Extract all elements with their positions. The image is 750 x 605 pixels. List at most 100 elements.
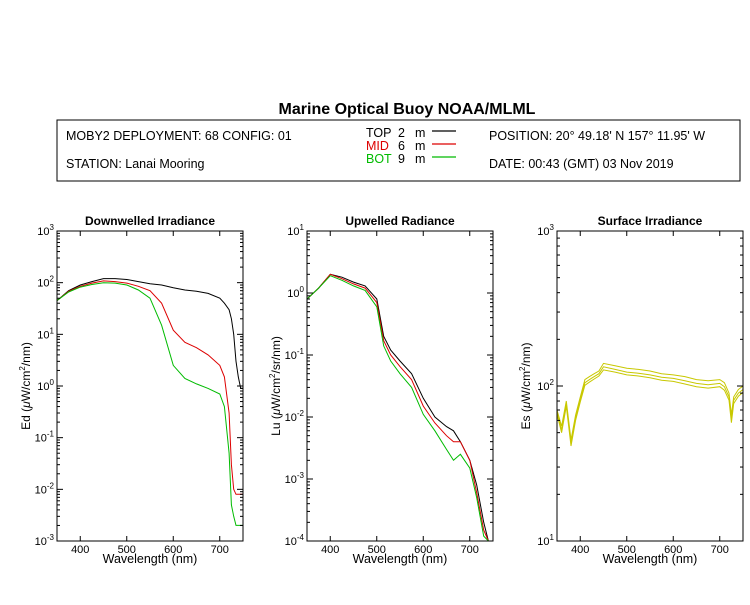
station-text: STATION: Lanai Mooring bbox=[66, 157, 205, 171]
y-label-mu: μ bbox=[19, 401, 33, 409]
legend-top-depth: 2 bbox=[398, 126, 405, 140]
y-tick-label: 101 bbox=[37, 326, 54, 341]
y-tick-label: 10-4 bbox=[285, 533, 305, 548]
y-tick-label: 10-1 bbox=[35, 430, 55, 445]
x-tick-label: 700 bbox=[711, 544, 729, 556]
y-tick-exponent: 3 bbox=[50, 223, 55, 232]
x-tick-label: 700 bbox=[461, 544, 479, 556]
x-tick-label: 600 bbox=[664, 544, 682, 556]
y-tick-base: 10 bbox=[37, 381, 49, 393]
y-label-part: /nm) bbox=[19, 342, 33, 366]
series-line-mid bbox=[307, 273, 493, 541]
y-label-part: Es ( bbox=[519, 408, 533, 429]
y-tick-label: 10-3 bbox=[35, 533, 55, 548]
y-label-part: /nm) bbox=[519, 342, 533, 366]
header-box bbox=[56, 119, 741, 182]
y-tick-label: 10-1 bbox=[285, 347, 305, 362]
y-tick-base: 10 bbox=[287, 288, 299, 300]
y-tick-base: 10 bbox=[285, 474, 297, 486]
y-tick-label: 101 bbox=[287, 223, 304, 238]
y-label-part: Lu ( bbox=[269, 415, 283, 436]
legend-top-name: TOP bbox=[366, 126, 391, 140]
series-line-mid bbox=[57, 280, 243, 495]
y-label-mu: μ bbox=[519, 401, 533, 409]
y-axis-label: Lu (μW/cm2/sr/nm) bbox=[268, 336, 283, 436]
y-label-sup: 2 bbox=[18, 366, 27, 371]
x-tick-label: 400 bbox=[321, 544, 339, 556]
x-tick-label: 500 bbox=[618, 544, 636, 556]
series-line-es-3 bbox=[557, 369, 743, 447]
y-tick-exponent: -1 bbox=[297, 347, 305, 356]
y-tick-base: 10 bbox=[287, 226, 299, 238]
legend-top-unit: m bbox=[415, 126, 425, 140]
deployment-text: MOBY2 DEPLOYMENT: 68 CONFIG: 01 bbox=[66, 129, 292, 143]
y-tick-base: 10 bbox=[537, 381, 549, 393]
x-tick-label: 600 bbox=[164, 544, 182, 556]
chart-panel-1: Downwelled Irradiance 400 500 600 700 Wavelen… bbox=[18, 214, 244, 566]
date-text: DATE: 00:43 (GMT) 03 Nov 2019 bbox=[489, 157, 674, 171]
legend: TOP 2 m MID 6 m BOT 9 m bbox=[366, 126, 456, 166]
series-line-top bbox=[57, 278, 243, 389]
y-label-part: W/cm bbox=[269, 378, 283, 409]
y-tick-exponent: 1 bbox=[550, 533, 555, 542]
y-tick-label: 101 bbox=[537, 533, 554, 548]
series-line-es-2 bbox=[557, 366, 743, 443]
y-tick-exponent: -1 bbox=[47, 430, 55, 439]
x-axis-label: Wavelength (nm) bbox=[603, 552, 698, 566]
y-axis-label: Es (μW/cm2/nm) bbox=[518, 342, 533, 429]
y-tick-exponent: -3 bbox=[47, 533, 55, 542]
y-label-part: Ed ( bbox=[19, 408, 33, 430]
y-tick-exponent: 0 bbox=[300, 285, 305, 294]
y-tick-base: 10 bbox=[37, 226, 49, 238]
y-tick-label: 102 bbox=[37, 275, 54, 290]
y-tick-base: 10 bbox=[537, 226, 549, 238]
y-tick-exponent: 1 bbox=[50, 326, 55, 335]
y-label-part: W/cm bbox=[519, 371, 533, 402]
y-tick-exponent: -2 bbox=[297, 409, 305, 418]
y-tick-base: 10 bbox=[285, 412, 297, 424]
chart-title: Surface Irradiance bbox=[598, 214, 703, 228]
y-label-mu: μ bbox=[269, 408, 283, 416]
y-label-sup: 2 bbox=[268, 373, 277, 378]
y-tick-exponent: 3 bbox=[550, 223, 555, 232]
y-tick-exponent: 2 bbox=[550, 378, 555, 387]
chart-panel-3: Surface Irradiance 400 500 600 700 Wavelength… bbox=[518, 214, 744, 566]
y-tick-base: 10 bbox=[285, 536, 297, 548]
y-tick-label: 10-3 bbox=[285, 471, 305, 486]
y-tick-base: 10 bbox=[37, 278, 49, 290]
y-tick-exponent: -2 bbox=[47, 481, 55, 490]
y-tick-exponent: 0 bbox=[50, 378, 55, 387]
y-tick-exponent: -4 bbox=[297, 533, 305, 542]
y-tick-exponent: 1 bbox=[300, 223, 305, 232]
x-tick-label: 500 bbox=[118, 544, 136, 556]
y-tick-label: 10-2 bbox=[35, 481, 55, 496]
y-tick-base: 10 bbox=[37, 329, 49, 341]
y-tick-base: 10 bbox=[35, 484, 47, 496]
y-tick-base: 10 bbox=[35, 536, 47, 548]
plot-frame bbox=[56, 230, 244, 542]
page-title: Marine Optical Buoy NOAA/MLML bbox=[279, 101, 536, 118]
y-tick-exponent: 2 bbox=[50, 275, 55, 284]
legend-bot-name: BOT bbox=[366, 152, 392, 166]
series-line-top bbox=[307, 273, 493, 541]
y-tick-label: 100 bbox=[37, 378, 54, 393]
x-axis-label: Wavelength (nm) bbox=[103, 552, 198, 566]
y-tick-label: 103 bbox=[37, 223, 54, 238]
x-tick-label: 700 bbox=[211, 544, 229, 556]
y-tick-label: 10-2 bbox=[285, 409, 305, 424]
series-line-bot bbox=[57, 282, 243, 526]
y-axis-label: Ed (μW/cm2/nm) bbox=[18, 342, 33, 430]
legend-mid-depth: 6 bbox=[398, 139, 405, 153]
legend-mid-unit: m bbox=[415, 139, 425, 153]
y-label-sup: 2 bbox=[518, 366, 527, 371]
chart-title: Downwelled Irradiance bbox=[85, 214, 215, 228]
legend-bot-unit: m bbox=[415, 152, 425, 166]
series-line-es-1 bbox=[557, 362, 743, 440]
position-text: POSITION: 20° 49.18' N 157° 11.95' W bbox=[489, 129, 705, 143]
plot-frame bbox=[306, 230, 494, 542]
series-line-bot bbox=[307, 275, 493, 541]
y-tick-base: 10 bbox=[285, 350, 297, 362]
y-tick-exponent: -3 bbox=[297, 471, 305, 480]
x-tick-label: 600 bbox=[414, 544, 432, 556]
